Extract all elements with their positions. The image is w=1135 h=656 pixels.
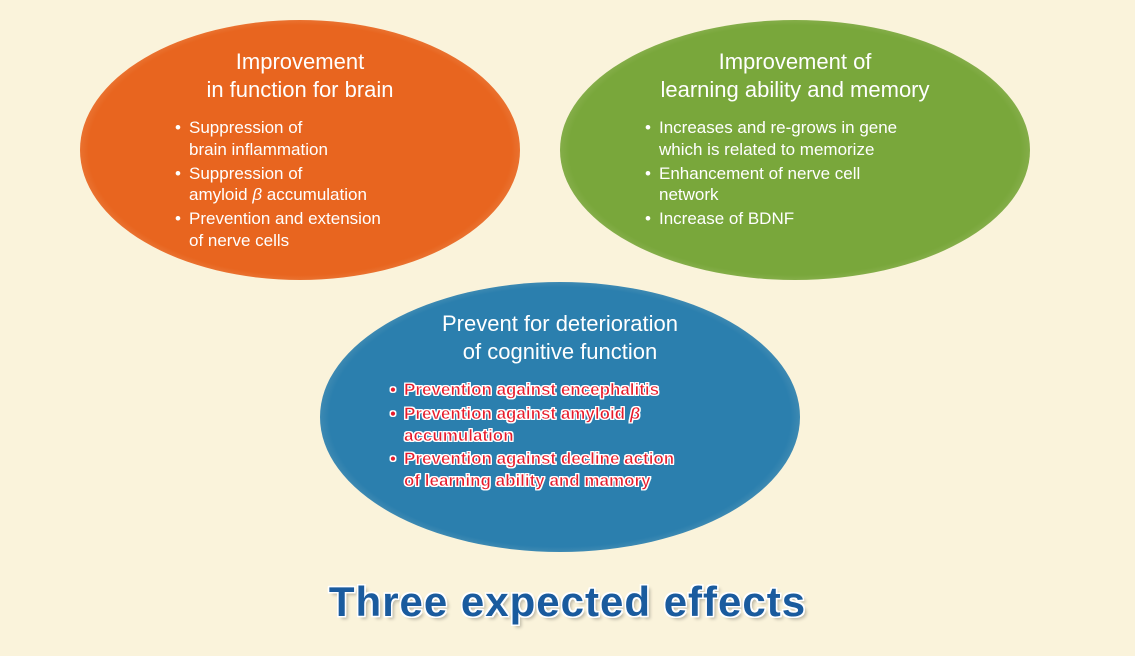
beta-symbol: β xyxy=(630,404,641,423)
ellipse-brain-function: Improvement in function for brain Suppre… xyxy=(80,20,520,280)
title-line: Improvement xyxy=(236,49,364,74)
bullet-text: network xyxy=(659,185,719,204)
title-line: learning ability and memory xyxy=(660,77,929,102)
list-item: Prevention and extension of nerve cells xyxy=(175,208,425,254)
bullet-text: accumulation xyxy=(262,185,367,204)
list-item: Suppression of amyloid β accumulation xyxy=(175,163,425,209)
title-line: Prevent for deterioration xyxy=(442,311,678,336)
bullet-text: Prevention and extension xyxy=(189,209,381,228)
bullet-text: Prevention against decline action xyxy=(404,449,674,468)
bullet-text: Prevention against amyloid xyxy=(404,404,630,423)
bullet-text: which is related to memorize xyxy=(659,140,874,159)
list-item: Increases and re-grows in gene which is … xyxy=(645,117,945,163)
bullet-text: of nerve cells xyxy=(189,231,289,250)
bullet-text: Increase of BDNF xyxy=(659,209,794,228)
list-item: Suppression of brain inflammation xyxy=(175,117,425,163)
ellipse-cognitive-prevention: Prevent for deterioration of cognitive f… xyxy=(320,282,800,552)
bullet-list: Prevention against encephalitis Preventi… xyxy=(390,379,730,494)
bullet-text: amyloid xyxy=(189,185,252,204)
bullet-list: Increases and re-grows in gene which is … xyxy=(645,117,945,232)
list-item: Prevention against amyloid β accumulatio… xyxy=(390,403,730,449)
bullet-text: accumulation xyxy=(404,426,514,445)
ellipse-title: Improvement of learning ability and memo… xyxy=(560,20,1030,103)
main-title: Three expected effects xyxy=(0,578,1135,626)
title-line: of cognitive function xyxy=(463,339,657,364)
bullet-text: Suppression of xyxy=(189,164,302,183)
bullet-text: Enhancement of nerve cell xyxy=(659,164,860,183)
beta-symbol: β xyxy=(252,185,262,204)
bullet-text: brain inflammation xyxy=(189,140,328,159)
bullet-text: Suppression of xyxy=(189,118,302,137)
ellipse-title: Improvement in function for brain xyxy=(80,20,520,103)
bullet-text: Prevention against encephalitis xyxy=(404,380,659,399)
bullet-list: Suppression of brain inflammation Suppre… xyxy=(175,117,425,254)
ellipse-learning-memory: Improvement of learning ability and memo… xyxy=(560,20,1030,280)
bullet-text: of learning ability and mamory xyxy=(404,471,651,490)
list-item: Enhancement of nerve cell network xyxy=(645,163,945,209)
bullet-text: Increases and re-grows in gene xyxy=(659,118,897,137)
title-line: in function for brain xyxy=(206,77,393,102)
title-line: Improvement of xyxy=(719,49,872,74)
list-item: Prevention against encephalitis xyxy=(390,379,730,403)
list-item: Prevention against decline action of lea… xyxy=(390,448,730,494)
list-item: Increase of BDNF xyxy=(645,208,945,232)
ellipse-title: Prevent for deterioration of cognitive f… xyxy=(320,282,800,365)
